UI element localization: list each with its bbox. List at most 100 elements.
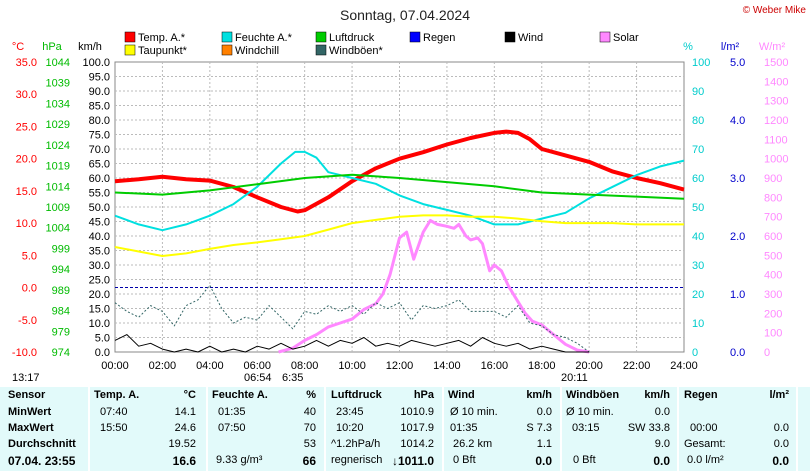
gusts-min: 0.0 <box>654 406 670 418</box>
humidity-avg: 53 <box>303 438 316 450</box>
right-tick-label: 80 <box>692 115 704 127</box>
weather-chart: Sonntag, 07.04.2024 © Weber Mike Temp. A… <box>12 5 807 384</box>
stats-max-row: MaxWert 15:50 24.6 07:50 70 10:20 1017.9… <box>0 422 810 436</box>
left-axis-unit: km/h <box>78 41 102 53</box>
left-tick-label: 100.0 <box>82 57 110 69</box>
left-tick-label: 0.0 <box>95 347 110 359</box>
temp-min-time: 07:40 <box>100 406 128 418</box>
gusts-current: 0.0 <box>653 454 670 468</box>
left-tick-label: 1014 <box>46 181 70 193</box>
humidity-unit: % <box>306 389 316 401</box>
left-tick-label: 10.0 <box>89 318 110 330</box>
pressure-min-time: 23:45 <box>336 406 364 418</box>
wind-max-time: 01:35 <box>450 422 478 434</box>
right-axis-unit: l/m² <box>721 41 740 53</box>
right-tick-label: 40 <box>692 231 704 243</box>
copyright-label[interactable]: © Weber Mike <box>743 5 807 16</box>
row-label-max: MaxWert <box>8 422 54 434</box>
left-tick-label: 20.0 <box>89 289 110 301</box>
x-tick-label: 14:00 <box>433 360 461 372</box>
right-tick-label: 1000 <box>764 154 788 166</box>
left-tick-label: 45.0 <box>89 217 110 229</box>
series-line <box>114 150 685 232</box>
row-label-sensor: Sensor <box>8 389 46 401</box>
left-tick-label: 90.0 <box>89 86 110 98</box>
left-tick-label: 75.0 <box>89 130 110 142</box>
stats-min-row: MinWert 07:40 14.1 01:35 40 23:45 1010.9… <box>0 406 810 420</box>
gusts-header: Windböen <box>566 389 620 401</box>
temp-unit: °C <box>183 389 196 401</box>
series-line <box>114 214 684 257</box>
temp-max: 24.6 <box>174 422 196 434</box>
gusts-max: SW 33.8 <box>627 422 670 434</box>
pressure-avg: 1014.2 <box>400 438 434 450</box>
legend-label: Taupunkt* <box>138 45 188 57</box>
pressure-header: Luftdruck <box>331 389 382 401</box>
humidity-header: Feuchte A. <box>212 389 268 401</box>
legend-label: Windböen* <box>329 45 384 57</box>
right-axis-unit: % <box>683 41 693 53</box>
left-tick-label: 95.0 <box>89 72 110 84</box>
row-label-avg: Durchschnitt <box>8 438 76 450</box>
pressure-avg-label: ^1.2hPa/h <box>331 438 381 450</box>
left-tick-label: 65.0 <box>89 159 110 171</box>
axis-units: °C hPa km/h% l/m² W/m² <box>12 41 786 53</box>
chart-title: Sonntag, 07.04.2024 <box>340 7 470 23</box>
legend-swatch <box>124 31 136 43</box>
left-tick-label: 979 <box>52 326 70 338</box>
temp-max-time: 15:50 <box>100 422 128 434</box>
right-tick-label: 1100 <box>764 134 788 146</box>
left-axis-unit: hPa <box>42 41 62 53</box>
left-tick-label: 5.0 <box>95 333 110 345</box>
gusts-bft: 0 Bft <box>573 454 596 466</box>
left-axis-ticks: 35.0 30.0 25.0 20.0 15.0 10.0 5.0 0.0 -5.0 -10.0 1… <box>12 57 110 359</box>
rain-total: 0.0 <box>773 438 789 450</box>
left-tick-label: 1034 <box>46 98 70 110</box>
left-tick-label: -10.0 <box>12 347 37 359</box>
left-tick-label: 25.0 <box>16 121 37 133</box>
pressure-unit: hPa <box>413 389 434 401</box>
wind-min-label: Ø 10 min. <box>450 406 498 418</box>
right-axis-unit: W/m² <box>759 41 786 53</box>
x-axis-ticks: 00:00 02:00 04:00 06:00 08:00 10:00 12:00 14:00… <box>101 360 698 372</box>
stats-avg-row: Durchschnitt 19.52 53 ^1.2hPa/h 1014.2 2… <box>0 438 810 452</box>
left-tick-label: 5.0 <box>22 250 37 262</box>
right-axis-ticks: 10090807060504030201005.04.03.02.01.00.0… <box>692 57 788 359</box>
humidity-min: 40 <box>303 406 316 418</box>
temp-header: Temp. A. <box>94 389 140 401</box>
left-tick-label: 50.0 <box>89 202 110 214</box>
wind-unit: km/h <box>526 389 552 401</box>
legend-swatch <box>221 44 233 56</box>
right-tick-label: 20 <box>692 289 704 301</box>
stats-header-row: Sensor Temp. A. °C Feuchte A. % Luftdruc… <box>0 389 810 403</box>
right-tick-label: 30 <box>692 260 704 272</box>
sunset-label: 20:11 <box>561 372 588 384</box>
right-tick-label: 90 <box>692 86 704 98</box>
legend-swatch <box>124 44 136 56</box>
left-tick-label: 85.0 <box>89 101 110 113</box>
humidity-min-time: 01:35 <box>218 406 246 418</box>
legend-swatch <box>315 44 327 56</box>
left-tick-label: 70.0 <box>89 144 110 156</box>
wind-header: Wind <box>448 389 475 401</box>
x-tick-label: 06:00 <box>243 360 271 372</box>
temp-min: 14.1 <box>174 406 196 418</box>
rain-header: Regen <box>684 389 718 401</box>
sunrise-duration-label: 6:35 <box>282 372 303 384</box>
temp-avg: 19.52 <box>168 438 196 450</box>
rain-total-label: Gesamt: <box>684 438 726 450</box>
series-line <box>114 173 685 200</box>
right-tick-label: 1.0 <box>730 289 745 301</box>
left-tick-label: 999 <box>52 243 70 255</box>
wind-min: 0.0 <box>536 406 552 418</box>
right-tick-label: 1500 <box>764 57 788 69</box>
left-tick-label: 30.0 <box>16 89 37 101</box>
legend: Temp. A.* Feuchte A.* Luftdruck Regen Wind So… <box>124 31 639 57</box>
left-tick-label: 40.0 <box>89 231 110 243</box>
right-tick-label: 600 <box>764 231 782 243</box>
series-line <box>114 284 590 353</box>
right-tick-label: 4.0 <box>730 115 745 127</box>
right-tick-label: 50 <box>692 202 704 214</box>
right-tick-label: 300 <box>764 289 782 301</box>
gusts-avg: 9.0 <box>654 438 670 450</box>
